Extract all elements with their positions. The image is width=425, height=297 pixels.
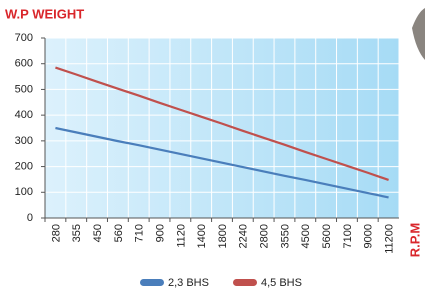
x-tick-label: 1400 <box>196 224 208 248</box>
x-axis-label: R.P.M <box>407 223 422 257</box>
y-tick-label: 200 <box>15 160 33 172</box>
x-tick-label: 9000 <box>363 224 375 248</box>
y-tick-label: 700 <box>15 32 33 44</box>
x-tick-label: 2240 <box>238 224 250 248</box>
chart: W.P WEIGHT R.P.M 0 100 200 300 400 500 600 700 2… <box>0 0 425 297</box>
x-tick-label: 355 <box>71 224 83 242</box>
x-tick-label: 560 <box>113 224 125 242</box>
x-tick-label: 710 <box>134 224 146 242</box>
legend-swatch <box>140 279 164 286</box>
y-tick-label: 0 <box>27 212 33 224</box>
legend-swatch <box>233 279 257 286</box>
y-tick-label: 600 <box>15 58 33 70</box>
x-tick-label: 11200 <box>383 224 395 254</box>
x-tick-label: 5600 <box>321 224 333 248</box>
x-tick-label: 1800 <box>217 224 229 248</box>
y-tick-label: 500 <box>15 83 33 95</box>
x-tick-label: 3550 <box>279 224 291 248</box>
x-tick-label: 450 <box>92 224 104 242</box>
legend-label: 4,5 BHS <box>261 277 302 289</box>
plot-background <box>45 38 399 218</box>
x-tick-label: 1120 <box>175 224 187 248</box>
chart-title: W.P WEIGHT <box>5 6 84 21</box>
x-tick-label: 2800 <box>259 224 271 248</box>
legend-label: 2,3 BHS <box>168 277 209 289</box>
x-tick-label: 900 <box>154 224 166 242</box>
y-tick-label: 400 <box>15 109 33 121</box>
y-tick-label: 300 <box>15 135 33 147</box>
x-tick-label: 7100 <box>342 224 354 248</box>
x-tick-label: 4500 <box>300 224 312 248</box>
y-tick-label: 100 <box>15 186 33 198</box>
decoration <box>412 8 425 60</box>
x-tick-label: 280 <box>50 224 62 242</box>
